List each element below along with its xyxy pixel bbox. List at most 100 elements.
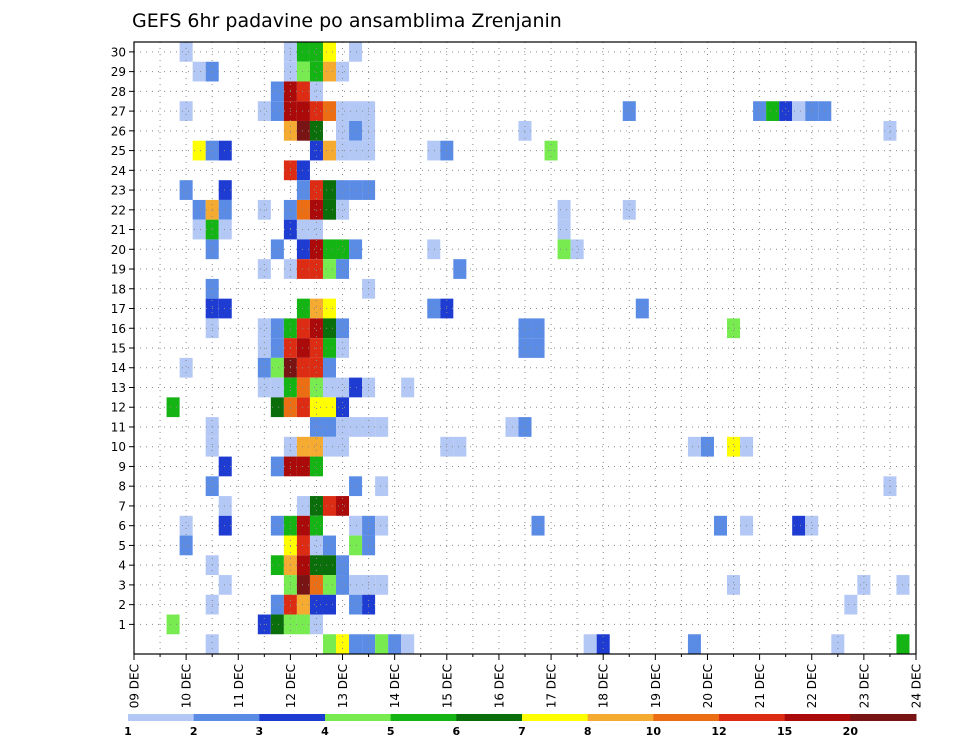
x-tick-label: 13 DEC (336, 664, 350, 708)
heatmap-cell (296, 180, 310, 200)
heatmap-cell (296, 436, 310, 457)
heatmap-cell (453, 436, 467, 457)
heatmap-cell (336, 239, 350, 260)
heatmap-cell (296, 338, 310, 358)
y-tick-label: 9 (118, 460, 126, 474)
heatmap-cell (309, 318, 323, 339)
heatmap-cell (322, 594, 337, 615)
heatmap-cell (388, 634, 402, 654)
colorbar-label: 12 (711, 725, 726, 738)
heatmap-cell (296, 101, 310, 121)
colorbar-label: 7 (518, 725, 526, 738)
heatmap-cell (309, 120, 323, 141)
x-tick-label: 22 DEC (805, 664, 819, 708)
heatmap-cell (192, 199, 206, 220)
y-tick-label: 30 (111, 45, 126, 59)
colorbar-swatch (522, 714, 589, 721)
heatmap-cell (349, 239, 363, 260)
colorbar-swatch (587, 714, 654, 721)
heatmap-cell (583, 634, 597, 654)
heatmap-cell (687, 436, 701, 457)
y-tick-label: 25 (111, 144, 126, 158)
heatmap-cell (179, 42, 193, 62)
heatmap-cell (296, 614, 310, 635)
heatmap-cell (805, 101, 819, 121)
y-tick-label: 8 (118, 480, 126, 494)
colorbar-swatch (456, 714, 523, 721)
heatmap-cell (218, 199, 232, 220)
heatmap-cell (218, 298, 232, 319)
heatmap-cell (309, 42, 323, 62)
heatmap-cell (322, 496, 337, 516)
heatmap-cell (322, 61, 337, 82)
y-tick-label: 2 (118, 598, 126, 612)
colorbar-label: 10 (646, 725, 662, 738)
y-tick-label: 26 (111, 124, 126, 138)
colorbar-swatch (784, 714, 851, 721)
x-tick-label: 20 DEC (701, 664, 715, 708)
x-tick-label: 09 DEC (128, 664, 142, 708)
heatmap-cell (349, 120, 363, 141)
heatmap-cells (166, 42, 910, 654)
heatmap-cell (218, 515, 232, 536)
heatmap-cell (844, 594, 858, 615)
heatmap-cell (779, 101, 793, 121)
heatmap-cell (296, 377, 310, 398)
colorbar-swatch (128, 714, 195, 721)
heatmap-cell (218, 219, 232, 240)
heatmap-cell (218, 575, 232, 595)
heatmap-cell (257, 318, 271, 339)
heatmap-cell (192, 219, 206, 240)
x-tick-label: 11 DEC (232, 664, 246, 708)
heatmap-cell (296, 456, 310, 477)
heatmap-cell (309, 594, 323, 615)
grid-lines (134, 42, 916, 654)
heatmap-cell (296, 120, 310, 141)
heatmap-cell (336, 318, 350, 339)
y-tick-label: 22 (111, 203, 126, 217)
x-tick-label: 23 DEC (857, 664, 871, 708)
heatmap-cell (205, 634, 219, 654)
heatmap-cell (309, 81, 323, 102)
heatmap-cell (257, 199, 271, 220)
heatmap-cell (218, 180, 232, 200)
heatmap-cell (257, 101, 271, 121)
heatmap-cell (309, 496, 323, 516)
y-tick-label: 10 (111, 440, 126, 454)
heatmap-cell (309, 515, 323, 536)
heatmap-cell (179, 515, 193, 536)
heatmap-cell (309, 259, 323, 279)
heatmap-cell (700, 436, 714, 457)
x-tick-label: 16 DEC (492, 664, 506, 708)
heatmap-cell (309, 298, 323, 319)
heatmap-cell (883, 120, 897, 141)
y-tick-label: 11 (111, 420, 126, 434)
heatmap-cell (336, 180, 350, 200)
heatmap-cell (362, 634, 376, 654)
heatmap-cell (349, 140, 363, 161)
x-tick-label: 19 DEC (649, 664, 663, 708)
heatmap-cell (375, 634, 389, 654)
heatmap-cell (427, 298, 441, 319)
heatmap-cell (296, 555, 310, 576)
heatmap-cell (336, 634, 350, 654)
colorbar-swatch (850, 714, 917, 721)
heatmap-cell (309, 239, 323, 260)
colorbar-label: 20 (843, 725, 859, 738)
y-tick-label: 27 (111, 105, 126, 119)
heatmap-cell (309, 575, 323, 595)
heatmap-cell (427, 239, 441, 260)
heatmap-cell (531, 318, 545, 339)
y-tick-label: 14 (111, 361, 126, 375)
heatmap-cell (322, 634, 337, 654)
heatmap-cell (322, 397, 337, 418)
heatmap-cell (179, 357, 193, 378)
y-tick-label: 7 (118, 499, 126, 513)
heatmap-cell (322, 575, 337, 595)
heatmap-cell (349, 476, 363, 497)
heatmap-cell (296, 357, 310, 378)
heatmap-cell (270, 515, 284, 536)
heatmap-cell (322, 555, 337, 576)
y-tick-label: 29 (111, 65, 126, 79)
heatmap-cell (270, 239, 284, 260)
